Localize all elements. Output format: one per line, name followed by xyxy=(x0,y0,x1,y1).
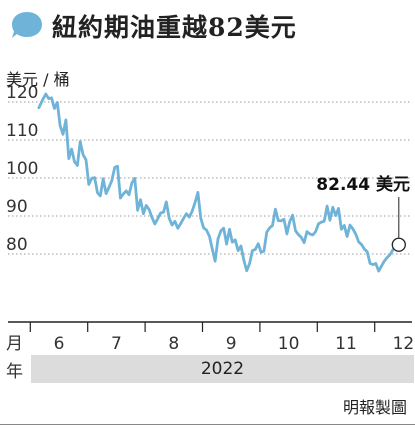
x-tick-label-9: 9 xyxy=(226,334,237,354)
annotation-marker xyxy=(391,237,406,252)
chart-title: 紐約期油重越82美元 xyxy=(52,13,297,42)
x-axis-month-prefix: 月 xyxy=(6,334,23,354)
x-tick-label-6: 6 xyxy=(54,334,65,354)
y-tick-label-110: 110 xyxy=(6,121,38,141)
x-tick-label-8: 8 xyxy=(168,334,179,354)
credit-label: 明報製圖 xyxy=(342,398,407,417)
y-tick-label-80: 80 xyxy=(6,235,28,255)
bottom-divider xyxy=(0,424,415,425)
annotation-label: 82.44 美元 xyxy=(316,174,410,195)
x-tick-label-12: 12 xyxy=(393,334,415,354)
year-band xyxy=(31,355,414,383)
y-tick-label-100: 100 xyxy=(6,159,38,179)
x-tick-label-11: 11 xyxy=(335,334,357,354)
y-tick-label-90: 90 xyxy=(6,197,28,217)
x-axis-year-prefix: 年 xyxy=(6,362,23,382)
y-tick-label-120: 120 xyxy=(6,83,38,103)
chart-header: 紐約期油重越82美元 xyxy=(0,0,415,50)
series-line xyxy=(37,92,401,273)
speech-bubble-icon xyxy=(12,12,42,38)
x-tick-label-10: 10 xyxy=(278,334,300,354)
y-axis-unit-label: 美元 / 桶 xyxy=(6,70,70,89)
x-tick-label-7: 7 xyxy=(111,334,122,354)
year-label: 2022 xyxy=(200,359,245,379)
